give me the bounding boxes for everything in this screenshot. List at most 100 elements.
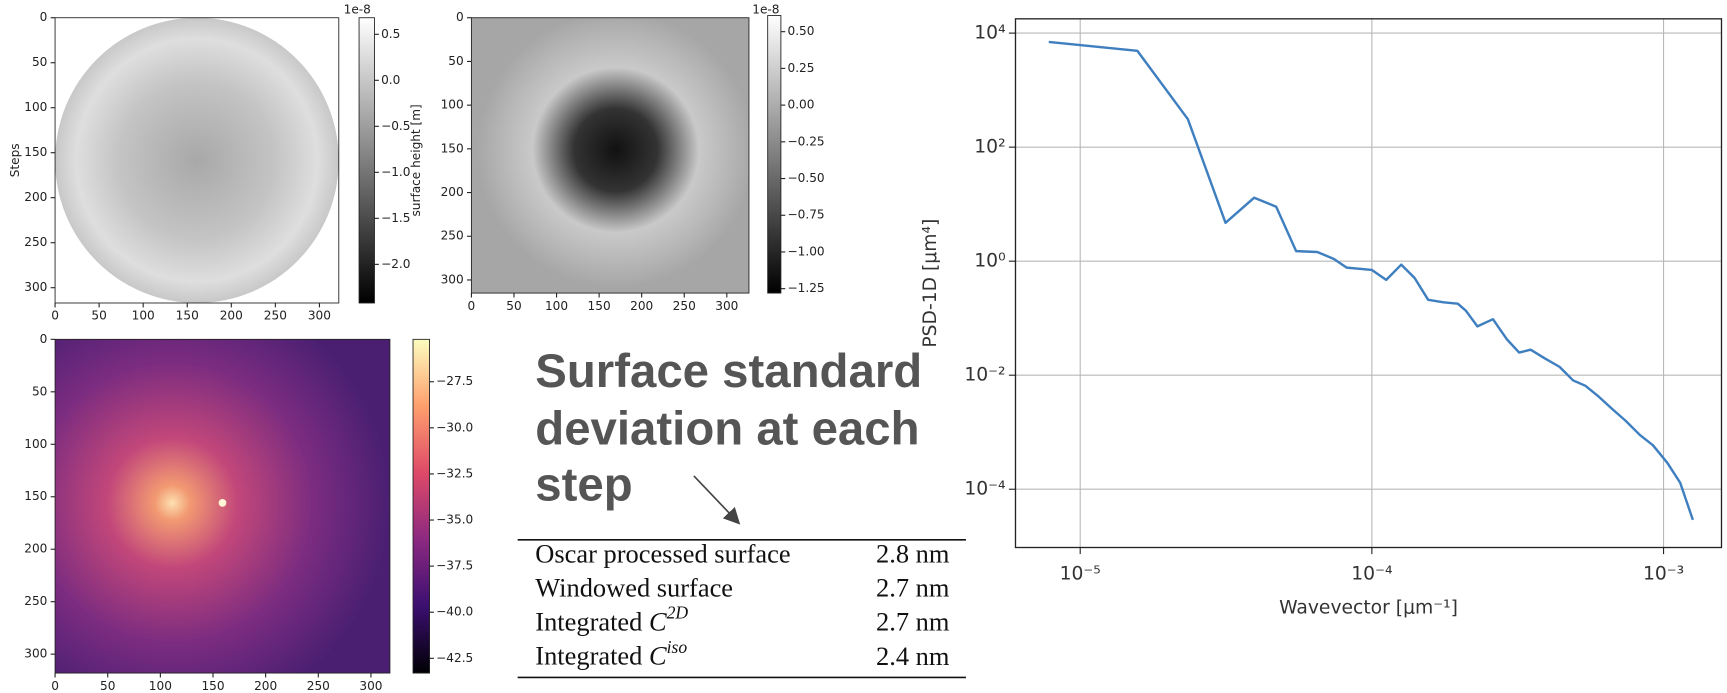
colorbar-tick-label: 0.0 (381, 73, 400, 87)
colorbar (358, 17, 375, 304)
annotation-line: deviation at each (535, 402, 919, 455)
colorbar-tick-label: −27.5 (436, 374, 473, 388)
x-tick-label: 50 (100, 679, 115, 693)
data-line (1048, 40, 1695, 521)
x-tick-label: 10⁻⁴ (1351, 563, 1392, 584)
x-tick-label: 150 (201, 679, 224, 693)
plot-frame (54, 17, 340, 304)
row-superscript: 2D (667, 603, 689, 623)
row-label: Integrated Ciso (535, 637, 687, 671)
colorbar-tick-label: −32.5 (436, 466, 473, 480)
y-tick-label: 10⁰ (974, 251, 1005, 272)
y-tick-label: 0 (456, 10, 464, 24)
row-symbol: C (649, 641, 667, 671)
y-tick-label: 200 (24, 542, 47, 556)
y-axis-label: PSD-1D [μm⁴] (920, 219, 941, 348)
y-tick-label: 250 (24, 235, 47, 249)
row-label-text: Integrated (535, 607, 642, 637)
row-label: Windowed surface (535, 573, 733, 603)
colorbar-offset: 1e-8 (344, 3, 371, 17)
x-tick-label: 100 (545, 299, 568, 313)
y-tick-label: 0 (40, 332, 48, 346)
heatmap-panel: 0 50 100 150 200 250 300 0 50 100 150 200 250 300 −27.… (24, 332, 473, 693)
y-tick-label: 10⁻⁴ (964, 479, 1005, 500)
y-tick-label: 200 (24, 190, 47, 204)
y-tick-label: 300 (441, 272, 464, 286)
colorbar-tick-label: −1.25 (788, 281, 825, 295)
colorbar-tick-label: 0.5 (381, 27, 400, 41)
y-tick-label: 100 (24, 437, 47, 451)
x-tick-label: 250 (264, 309, 287, 323)
row-label: Oscar processed surface (535, 538, 790, 568)
y-tick-label: 250 (441, 229, 464, 243)
x-tick-label: 300 (715, 299, 738, 313)
heatmap-image (471, 17, 749, 294)
y-tick-label: 10² (974, 137, 1005, 158)
x-axis-label: Wavevector [μm⁻¹] (1279, 598, 1458, 619)
x-tick-label: 10⁻³ (1643, 563, 1684, 584)
x-tick-label: 0 (51, 309, 59, 323)
heatmap-panel: 0 50 100 150 200 250 300 0 50 100 150 200 250 300 Step… (8, 3, 423, 323)
x-tick-label: 0 (51, 679, 59, 693)
y-tick-label: 0 (40, 10, 48, 24)
colorbar-tick-label: 0.25 (788, 61, 815, 75)
y-tick-label: 50 (448, 54, 463, 68)
colorbar-tick-label: −0.75 (788, 208, 825, 222)
x-tick-label: 100 (132, 309, 155, 323)
y-tick-label: 100 (24, 100, 47, 114)
y-axis-label: Steps (8, 143, 22, 177)
y-tick-label: 200 (441, 185, 464, 199)
y-tick-label: 50 (32, 55, 47, 69)
row-label-text: Integrated (535, 641, 642, 671)
table: Oscar processed surface 2.8 nm Windowed su… (517, 538, 966, 679)
colorbar-tick-label: −0.25 (788, 134, 825, 148)
row-label-text: Windowed surface (535, 573, 733, 603)
colorbar-tick-label: −0.50 (788, 171, 825, 185)
x-tick-label: 200 (630, 299, 653, 313)
colorbar-tick-label: −37.5 (436, 559, 473, 573)
row-symbol: C (649, 607, 667, 637)
heatmap-image (55, 17, 339, 303)
colorbar-tick-label: 0.50 (788, 24, 815, 38)
colorbar-tick-label: −35.0 (436, 513, 473, 527)
y-tick-label: 50 (32, 384, 47, 398)
colorbar-tick-label: −40.0 (436, 605, 473, 619)
row-value: 2.7 nm (876, 607, 950, 637)
row-value: 2.4 nm (876, 641, 950, 671)
x-tick-label: 200 (220, 309, 243, 323)
y-tick-label: 150 (24, 145, 47, 159)
x-tick-label: 200 (254, 679, 277, 693)
y-tick-label: 10⁻² (964, 365, 1005, 386)
plot-frame (1014, 18, 1723, 549)
annotation: Surface standard deviation at each step (535, 345, 922, 525)
row-superscript: iso (667, 637, 688, 657)
plot-frame (54, 338, 391, 674)
colorbar-tick-label: −0.5 (381, 119, 410, 133)
x-tick-label: 250 (307, 679, 330, 693)
x-tick-label: 50 (91, 309, 106, 323)
colorbar-tick-label: −1.0 (381, 165, 410, 179)
colorbar-tick-label: −1.00 (788, 244, 825, 258)
annotation-line: step (535, 459, 632, 512)
x-tick-label: 50 (506, 299, 521, 313)
annotation-line: Surface standard (535, 345, 922, 398)
x-tick-label: 150 (588, 299, 611, 313)
x-tick-label: 300 (308, 309, 331, 323)
colorbar-tick-label: −30.0 (436, 420, 473, 434)
x-tick-label: 100 (149, 679, 172, 693)
colorbar-tick-label: 0.00 (788, 98, 815, 112)
x-tick-label: 250 (673, 299, 696, 313)
y-tick-label: 300 (24, 647, 47, 661)
x-tick-label: 0 (468, 299, 476, 313)
y-tick-label: 300 (24, 280, 47, 294)
y-tick-label: 150 (24, 489, 47, 503)
row-value: 2.7 nm (876, 573, 950, 603)
colorbar-offset: 1e-8 (752, 3, 779, 17)
x-tick-label: 10⁻⁵ (1060, 563, 1101, 584)
arrow (693, 475, 741, 525)
colorbar (412, 338, 430, 674)
heatmap-panel: 0 50 100 150 200 250 300 0 50 100 150 200 250 300 0.50… (441, 3, 825, 313)
x-tick-label: 300 (359, 679, 382, 693)
